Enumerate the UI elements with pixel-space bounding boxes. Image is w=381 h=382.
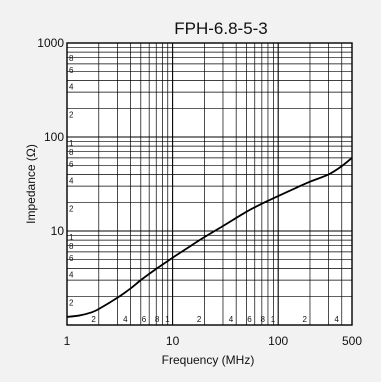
y-minor-tick-label: 4: [69, 176, 74, 185]
x-minor-tick-label: 8: [155, 315, 160, 324]
x-minor-tick-label: 4: [229, 315, 234, 324]
y-minor-tick-label: 6: [69, 66, 74, 75]
x-tick-label: 100: [268, 334, 288, 348]
x-minor-tick-label: 1: [271, 315, 276, 324]
y-minor-tick-label: 2: [69, 205, 74, 214]
y-tick-label: 1000: [37, 36, 64, 50]
y-minor-tick-label: 1: [69, 233, 74, 242]
x-minor-tick-label: 4: [123, 315, 128, 324]
y-tick-label: 10: [51, 224, 65, 238]
y-minor-tick-label: 4: [69, 270, 74, 279]
x-minor-tick-label: 6: [247, 315, 252, 324]
y-minor-tick-label: 8: [69, 242, 74, 251]
x-tick-label: 10: [166, 334, 180, 348]
impedance-curve: [66, 157, 353, 318]
x-minor-tick-label: 4: [334, 315, 339, 324]
y-minor-tick-label: 2: [69, 111, 74, 120]
y-minor-tick-label: 8: [69, 148, 74, 157]
x-tick-label: 500: [342, 334, 362, 348]
x-minor-tick-label: 8: [261, 315, 266, 324]
x-minor-tick-label: 2: [91, 315, 96, 324]
y-minor-tick-label: 6: [69, 160, 74, 169]
x-minor-tick-label: 6: [142, 315, 147, 324]
plot-frame: [66, 42, 353, 326]
y-minor-tick-label: 8: [69, 54, 74, 63]
y-tick-label: 100: [44, 130, 64, 144]
y-axis-label: Impedance (Ω): [24, 144, 38, 224]
x-minor-tick-label: 2: [303, 315, 308, 324]
y-minor-tick-label: 2: [69, 299, 74, 308]
y-minor-tick-label: 1: [69, 139, 74, 148]
chart-title: FPH-6.8-5-3: [174, 19, 268, 38]
y-minor-tick-label: 4: [69, 82, 74, 91]
y-minor-tick-label: 6: [69, 254, 74, 263]
x-tick-label: 1: [64, 334, 71, 348]
series: [66, 157, 353, 318]
grid: [67, 43, 352, 325]
x-minor-tick-label: 1: [165, 315, 170, 324]
x-minor-tick-label: 2: [197, 315, 202, 324]
x-axis-label: Frequency (MHz): [162, 353, 255, 367]
major-tick-labels: 1 10 100 500 10 100 1000: [37, 36, 362, 348]
plot-area: [67, 43, 352, 325]
